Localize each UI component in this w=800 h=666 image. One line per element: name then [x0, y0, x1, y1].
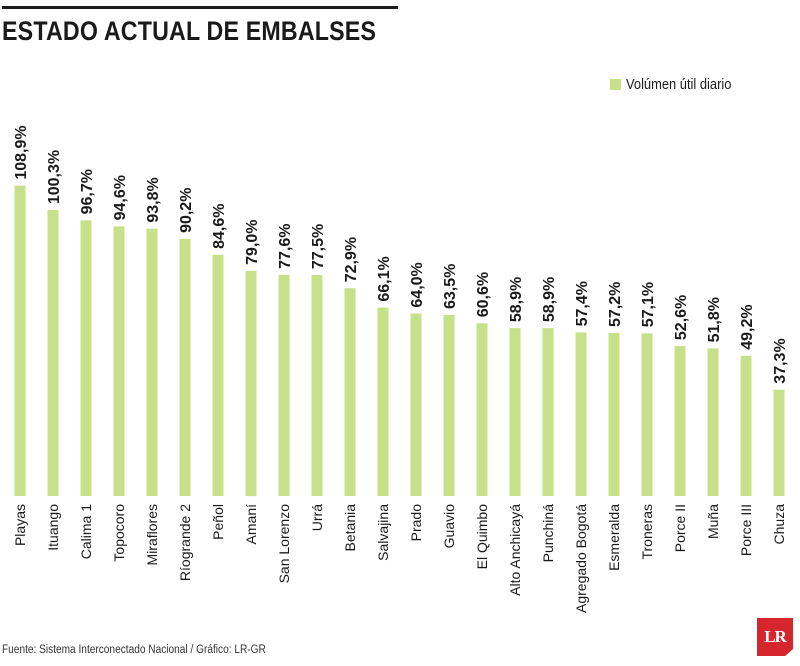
value-label-2: 100,3%	[46, 150, 63, 204]
bar-9	[278, 274, 290, 496]
bar-14	[443, 315, 455, 496]
bar-23	[740, 355, 752, 496]
value-label-20: 57,1%	[640, 282, 657, 327]
legend: Volúmen útil diario	[610, 76, 749, 93]
source-note: Fuente: Sistema Interconectado Nacional …	[2, 644, 266, 656]
category-label-24: Chuza	[771, 504, 787, 545]
category-label-7: Peñol	[210, 504, 226, 540]
legend-swatch	[610, 79, 621, 90]
value-label-19: 57,2%	[607, 282, 624, 327]
value-label-10: 77,5%	[310, 224, 327, 269]
lr-logo: LR	[757, 618, 793, 656]
value-label-3: 96,7%	[79, 169, 96, 214]
value-label-1: 108,9%	[13, 125, 30, 179]
category-label-9: San Lorenzo	[276, 504, 292, 584]
category-label-17: Punchiná	[540, 504, 556, 563]
category-label-12: Salvajina	[375, 504, 391, 561]
value-label-16: 58,9%	[508, 277, 525, 322]
category-label-22: Muña	[705, 504, 721, 539]
category-label-10: Urrá	[309, 504, 325, 531]
bar-3	[80, 220, 92, 496]
bar-16	[509, 328, 521, 496]
value-label-24: 37,3%	[772, 338, 789, 383]
category-label-21: Porce II	[672, 504, 688, 552]
value-label-18: 57,4%	[574, 281, 591, 326]
bar-2	[47, 210, 59, 496]
value-label-6: 90,2%	[178, 188, 195, 233]
category-label-11: Betania	[342, 504, 358, 552]
bar-4	[113, 226, 125, 496]
bar-12	[377, 307, 389, 496]
category-label-8: Amaní	[243, 504, 259, 545]
value-label-21: 52,6%	[673, 295, 690, 340]
category-label-2: Ituango	[45, 504, 61, 551]
category-label-15: El Quimbo	[474, 504, 490, 570]
bar-17	[542, 328, 554, 496]
bar-6	[179, 238, 191, 496]
category-label-23: Porce III	[738, 504, 754, 556]
bar-20	[641, 333, 653, 496]
bar-8	[245, 270, 257, 497]
bar-13	[410, 313, 422, 496]
bar-19	[608, 333, 620, 496]
category-label-19: Esmeralda	[606, 504, 622, 571]
category-label-13: Prado	[408, 504, 424, 542]
category-label-14: Guavio	[441, 504, 457, 549]
category-label-20: Troneras	[639, 504, 655, 560]
category-label-16: Alto Anchicayá	[507, 504, 523, 596]
category-label-6: Ríogrande 2	[177, 504, 193, 581]
value-label-9: 77,6%	[277, 223, 294, 268]
legend-label: Volúmen útil diario	[626, 76, 732, 93]
value-label-14: 63,5%	[442, 264, 459, 309]
value-label-5: 93,8%	[145, 177, 162, 222]
category-label-1: Playas	[12, 504, 28, 546]
bar-24	[773, 389, 785, 496]
bar-1	[14, 185, 26, 496]
chart-title: ESTADO ACTUAL DE EMBALSES	[2, 16, 377, 46]
bar-5	[146, 228, 158, 496]
bar-21	[674, 346, 686, 496]
category-label-4: Topocoro	[111, 504, 127, 562]
value-label-8: 79,0%	[244, 219, 261, 264]
value-label-23: 49,2%	[739, 304, 756, 349]
category-label-3: Calima 1	[78, 504, 94, 559]
bar-15	[476, 323, 488, 496]
category-label-5: Miraflores	[144, 504, 160, 565]
title-rule	[2, 6, 398, 9]
value-label-13: 64,0%	[409, 262, 426, 307]
value-label-4: 94,6%	[112, 175, 129, 220]
value-label-17: 58,9%	[541, 277, 558, 322]
value-label-12: 66,1%	[376, 256, 393, 301]
bar-18	[575, 332, 587, 496]
value-label-15: 60,6%	[475, 272, 492, 317]
bar-22	[707, 348, 719, 496]
bar-11	[344, 288, 356, 496]
value-label-22: 51,8%	[706, 297, 723, 342]
bar-10	[311, 275, 323, 496]
bar-7	[212, 254, 224, 496]
value-label-7: 84,6%	[211, 204, 228, 249]
category-label-18: Agregado Bogotá	[573, 504, 589, 613]
value-label-11: 72,9%	[343, 237, 360, 282]
